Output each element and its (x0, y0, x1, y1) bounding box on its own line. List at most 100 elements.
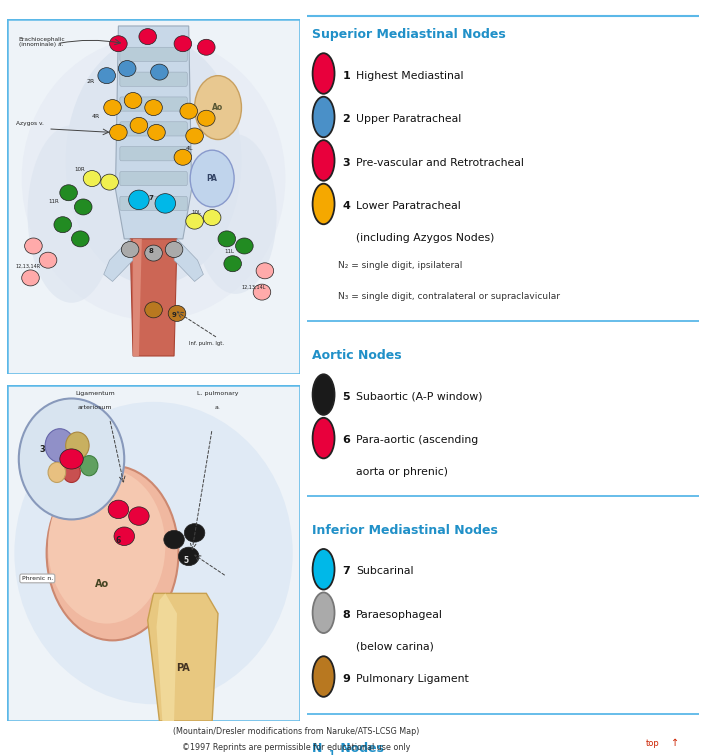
Text: 11R: 11R (48, 199, 59, 205)
Ellipse shape (195, 76, 241, 140)
Text: PA: PA (176, 663, 190, 673)
Text: 6: 6 (116, 536, 121, 545)
Ellipse shape (109, 35, 127, 51)
Text: Paraesophageal: Paraesophageal (356, 610, 443, 620)
Text: 6: 6 (342, 435, 350, 445)
Ellipse shape (22, 270, 40, 286)
FancyBboxPatch shape (120, 72, 187, 86)
Ellipse shape (203, 210, 221, 226)
Text: 11L: 11L (224, 249, 234, 254)
Polygon shape (133, 239, 142, 356)
Ellipse shape (128, 190, 149, 210)
Ellipse shape (139, 29, 157, 45)
FancyBboxPatch shape (7, 19, 300, 374)
Circle shape (313, 183, 335, 224)
Polygon shape (130, 239, 177, 356)
Circle shape (313, 418, 335, 458)
Text: Brachiocephalic
(innominale) a.: Brachiocephalic (innominale) a. (19, 37, 66, 48)
Ellipse shape (145, 302, 162, 318)
Ellipse shape (119, 60, 136, 76)
Text: Upper Paratracheal: Upper Paratracheal (356, 114, 461, 124)
Ellipse shape (124, 93, 142, 109)
Ellipse shape (198, 39, 215, 55)
Circle shape (313, 97, 335, 137)
Ellipse shape (48, 469, 165, 624)
Text: 2: 2 (342, 114, 350, 124)
Text: Superior Mediastinal Nodes: Superior Mediastinal Nodes (312, 28, 505, 41)
Ellipse shape (174, 149, 191, 165)
Text: Nodes: Nodes (337, 741, 385, 755)
Ellipse shape (218, 231, 236, 247)
Ellipse shape (236, 238, 253, 254)
Ellipse shape (47, 466, 179, 640)
Text: Inferior Mediastinal Nodes: Inferior Mediastinal Nodes (312, 524, 498, 537)
Ellipse shape (155, 193, 176, 213)
Circle shape (313, 374, 335, 415)
Ellipse shape (253, 284, 271, 300)
FancyBboxPatch shape (7, 385, 300, 721)
Ellipse shape (114, 527, 135, 545)
Text: 4: 4 (342, 201, 350, 211)
Text: Ao: Ao (95, 578, 109, 589)
Ellipse shape (108, 500, 128, 519)
Text: (Mountain/Dresler modifications from Naruke/ATS-LCSG Map): (Mountain/Dresler modifications from Nar… (174, 727, 419, 735)
FancyBboxPatch shape (120, 122, 187, 136)
Polygon shape (148, 593, 218, 721)
Text: 3: 3 (342, 158, 350, 168)
Ellipse shape (186, 128, 203, 144)
Text: Inf. pulm. lgt.: Inf. pulm. lgt. (189, 341, 224, 347)
Circle shape (313, 593, 335, 633)
Text: L. pulmonary: L. pulmonary (197, 391, 239, 396)
Ellipse shape (28, 125, 116, 303)
Ellipse shape (66, 37, 241, 285)
Ellipse shape (256, 263, 274, 279)
Circle shape (45, 429, 74, 462)
Ellipse shape (130, 117, 148, 134)
Text: 9: 9 (342, 673, 350, 683)
Text: 2R: 2R (86, 79, 95, 84)
Text: 4L: 4L (186, 146, 193, 151)
Polygon shape (116, 26, 191, 239)
Text: aorta or phrenic): aorta or phrenic) (356, 467, 448, 477)
Ellipse shape (98, 68, 116, 84)
Ellipse shape (150, 64, 168, 80)
Text: Ligamentum: Ligamentum (75, 391, 115, 396)
Ellipse shape (128, 507, 149, 525)
Text: (including Azygos Nodes): (including Azygos Nodes) (356, 233, 494, 243)
Ellipse shape (190, 150, 234, 207)
Circle shape (19, 399, 124, 519)
Circle shape (313, 53, 335, 94)
Ellipse shape (40, 252, 57, 268)
Ellipse shape (179, 547, 199, 565)
Text: PA: PA (207, 174, 217, 183)
Text: Phrenic n.: Phrenic n. (22, 576, 53, 581)
Ellipse shape (186, 213, 203, 229)
Ellipse shape (25, 238, 42, 254)
Text: 1: 1 (342, 71, 350, 81)
Ellipse shape (148, 125, 165, 140)
Text: Para-aortic (ascending: Para-aortic (ascending (356, 435, 479, 445)
Ellipse shape (180, 103, 198, 119)
Ellipse shape (168, 306, 186, 322)
Polygon shape (104, 239, 133, 282)
FancyBboxPatch shape (120, 196, 187, 211)
Text: 5: 5 (184, 556, 189, 565)
Ellipse shape (54, 217, 71, 233)
Text: N₂ = single digit, ipsilateral: N₂ = single digit, ipsilateral (338, 261, 463, 270)
Ellipse shape (165, 242, 183, 257)
Ellipse shape (224, 256, 241, 272)
FancyBboxPatch shape (120, 146, 187, 161)
Text: N₃ = single digit, contralateral or supraclavicular: N₃ = single digit, contralateral or supr… (338, 291, 561, 300)
Text: 9: 9 (172, 312, 176, 318)
Ellipse shape (74, 199, 92, 215)
Ellipse shape (184, 524, 205, 542)
Text: 7: 7 (342, 566, 350, 576)
Ellipse shape (14, 402, 293, 704)
Ellipse shape (109, 125, 127, 140)
Text: 1: 1 (328, 750, 334, 755)
Circle shape (80, 455, 98, 476)
Text: top: top (646, 738, 659, 747)
Text: N: N (312, 741, 322, 755)
Text: Subaortic (A-P window): Subaortic (A-P window) (356, 392, 483, 402)
Circle shape (313, 140, 335, 180)
